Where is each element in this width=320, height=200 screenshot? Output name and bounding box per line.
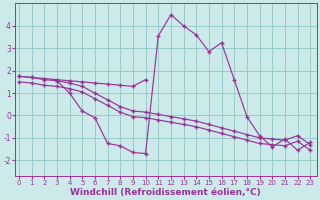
X-axis label: Windchill (Refroidissement éolien,°C): Windchill (Refroidissement éolien,°C) bbox=[70, 188, 261, 197]
